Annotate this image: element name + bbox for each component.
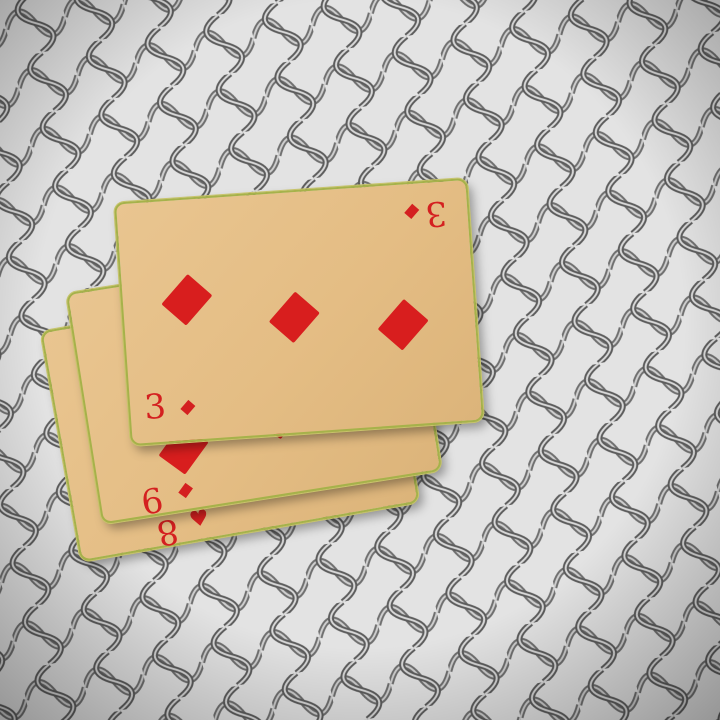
diamond-pip [268, 291, 320, 344]
card-rank: 9 [138, 477, 166, 521]
diamond-pip [161, 273, 213, 326]
diamond-suit-icon [404, 203, 420, 220]
card-rank-top: 3 [424, 192, 449, 234]
playing-card-3-diamonds: 3 3 [113, 177, 485, 447]
diamond-suit-icon [178, 482, 193, 499]
card-rank-bottom: 3 [142, 386, 168, 428]
heart-suit-icon: ♥ [187, 505, 212, 534]
diamond-suit-icon [180, 399, 196, 416]
diamond-pip [377, 298, 429, 351]
